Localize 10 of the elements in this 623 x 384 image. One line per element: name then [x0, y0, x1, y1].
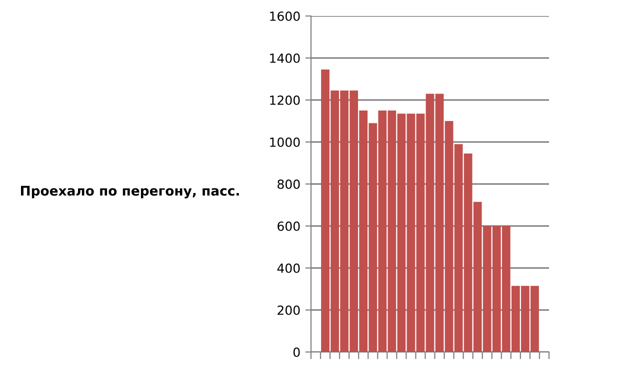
y-tick-label: 200 — [278, 305, 300, 315]
y-tick-label: 800 — [278, 179, 300, 189]
y-tick-label: 600 — [278, 221, 300, 231]
y-tick-label: 0 — [293, 347, 300, 357]
y-tick-label: 1200 — [270, 95, 300, 105]
y-tick-label: 1400 — [270, 53, 300, 63]
y-tick-label: 400 — [277, 263, 300, 273]
y-axis-title: Проехало по перегону, пасс. — [20, 186, 239, 198]
y-tick-label: 1000 — [270, 137, 300, 147]
y-tick-label: 1600 — [270, 11, 300, 21]
